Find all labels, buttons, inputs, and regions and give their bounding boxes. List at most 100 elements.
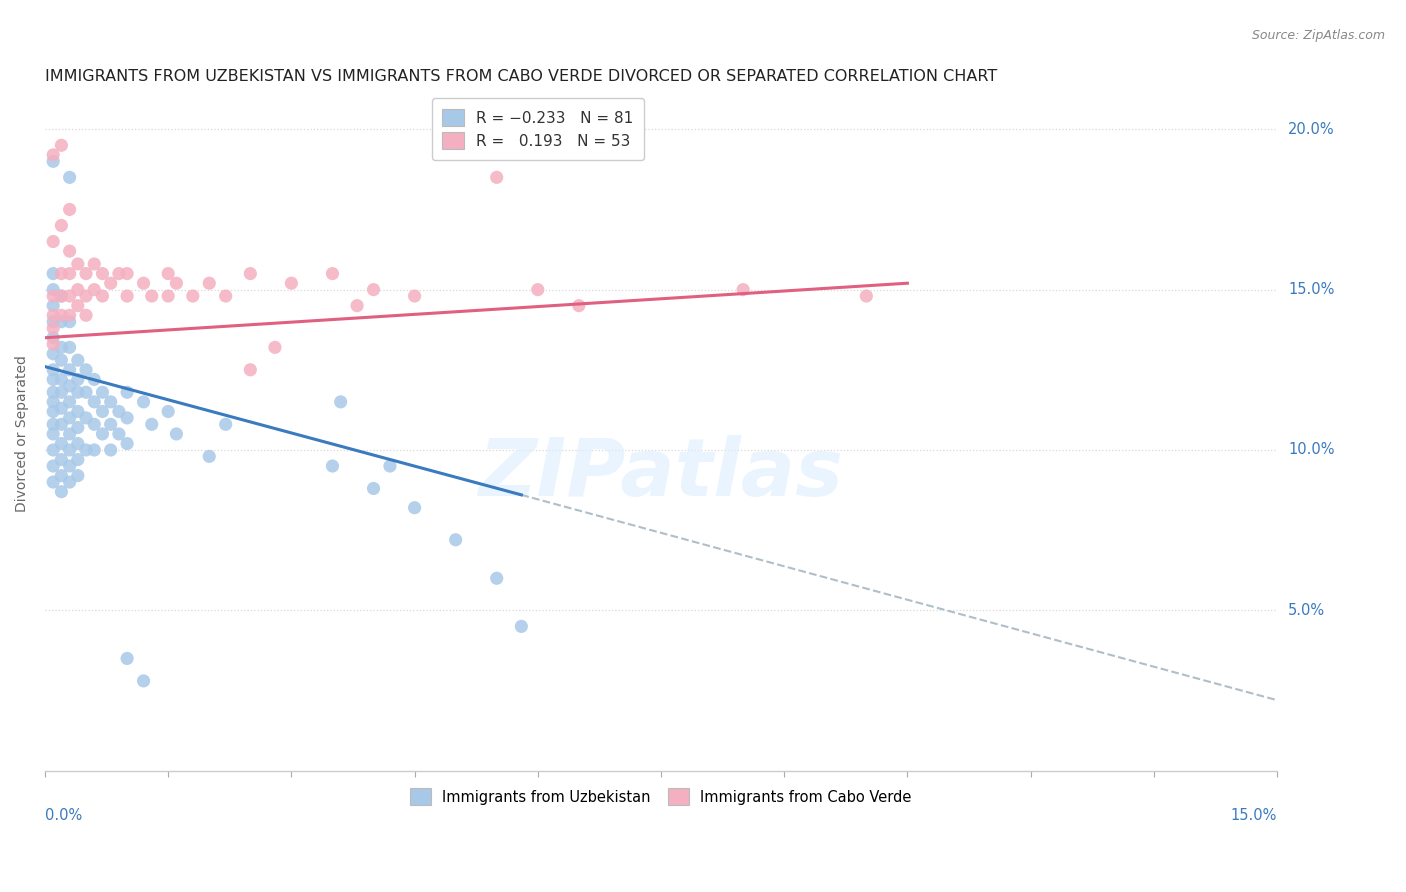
Point [42, 289, 65, 303]
Point [66, 452, 89, 467]
Point [51, 417, 73, 432]
Point [66, 468, 89, 483]
Point [198, 276, 221, 290]
Point [51, 372, 73, 386]
Point [51, 385, 73, 400]
Point [181, 289, 204, 303]
Point [141, 417, 163, 432]
Point [59, 244, 82, 259]
Point [568, 299, 591, 313]
Point [83, 395, 105, 409]
Point [42, 315, 65, 329]
Point [66, 404, 89, 418]
Point [66, 372, 89, 386]
Point [444, 533, 467, 547]
Legend: Immigrants from Uzbekistan, Immigrants from Cabo Verde: Immigrants from Uzbekistan, Immigrants f… [402, 780, 921, 814]
Point [165, 426, 187, 441]
Point [42, 442, 65, 457]
Point [83, 372, 105, 386]
Point [132, 395, 155, 409]
Point [42, 475, 65, 489]
Point [321, 267, 343, 281]
Point [157, 267, 180, 281]
Point [363, 482, 385, 496]
Point [42, 404, 65, 418]
Point [91, 426, 114, 441]
Point [51, 452, 73, 467]
Point [42, 308, 65, 322]
Point [66, 436, 89, 450]
Point [42, 267, 65, 281]
Point [42, 299, 65, 313]
Point [132, 276, 155, 290]
Point [59, 308, 82, 322]
Point [141, 289, 163, 303]
Point [132, 673, 155, 688]
Point [66, 353, 89, 368]
Point [91, 385, 114, 400]
Point [59, 442, 82, 457]
Point [329, 395, 352, 409]
Point [100, 442, 122, 457]
Point [51, 289, 73, 303]
Point [264, 340, 287, 354]
Point [59, 411, 82, 425]
Text: 20.0%: 20.0% [1288, 122, 1334, 136]
Point [91, 404, 114, 418]
Text: 0.0%: 0.0% [45, 808, 82, 822]
Point [51, 353, 73, 368]
Text: IMMIGRANTS FROM UZBEKISTAN VS IMMIGRANTS FROM CABO VERDE DIVORCED OR SEPARATED C: IMMIGRANTS FROM UZBEKISTAN VS IMMIGRANTS… [45, 69, 997, 84]
Point [66, 283, 89, 297]
Text: 15.0%: 15.0% [1288, 282, 1334, 297]
Point [59, 426, 82, 441]
Point [51, 401, 73, 416]
Point [115, 289, 138, 303]
Point [42, 372, 65, 386]
Point [100, 395, 122, 409]
Point [59, 379, 82, 393]
Point [215, 417, 238, 432]
Point [75, 289, 97, 303]
Point [75, 411, 97, 425]
Point [91, 267, 114, 281]
Point [66, 299, 89, 313]
Point [108, 404, 131, 418]
Point [51, 484, 73, 499]
Point [363, 283, 385, 297]
Point [108, 267, 131, 281]
Point [280, 276, 302, 290]
Point [59, 340, 82, 354]
Point [485, 170, 508, 185]
Point [59, 315, 82, 329]
Point [51, 267, 73, 281]
Point [157, 289, 180, 303]
Point [733, 283, 755, 297]
Point [42, 283, 65, 297]
Point [42, 154, 65, 169]
Point [51, 436, 73, 450]
Text: 5.0%: 5.0% [1288, 603, 1326, 618]
Point [42, 363, 65, 377]
Point [75, 363, 97, 377]
Point [42, 385, 65, 400]
Point [51, 340, 73, 354]
Point [526, 283, 548, 297]
Point [59, 267, 82, 281]
Point [42, 426, 65, 441]
Point [51, 219, 73, 233]
Point [66, 257, 89, 271]
Point [198, 450, 221, 464]
Point [51, 289, 73, 303]
Y-axis label: Divorced or Separated: Divorced or Separated [15, 356, 30, 512]
Text: Source: ZipAtlas.com: Source: ZipAtlas.com [1251, 29, 1385, 42]
Point [215, 289, 238, 303]
Point [42, 395, 65, 409]
Point [346, 299, 368, 313]
Point [75, 267, 97, 281]
Point [115, 385, 138, 400]
Point [165, 276, 187, 290]
Point [51, 315, 73, 329]
Point [59, 289, 82, 303]
Point [59, 170, 82, 185]
Point [42, 347, 65, 361]
